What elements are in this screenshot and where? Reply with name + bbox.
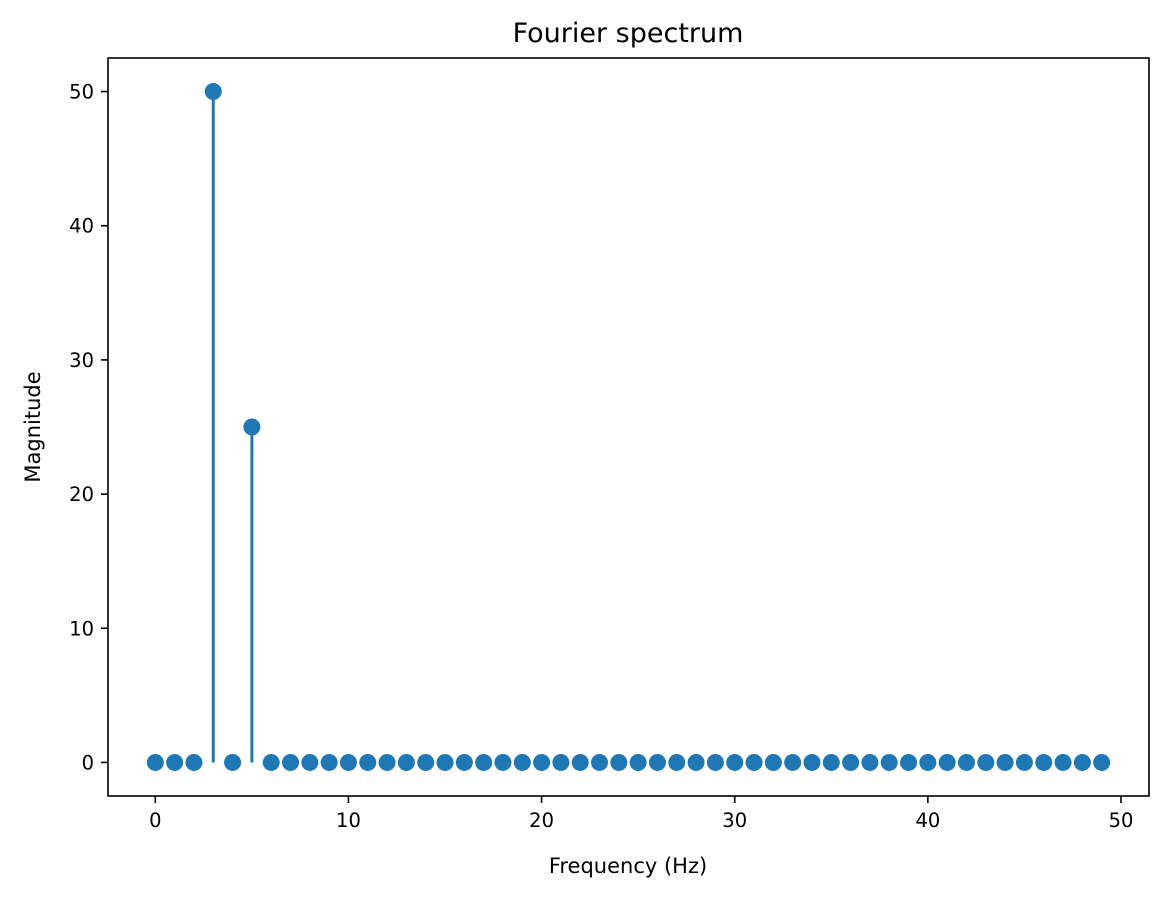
stem-marker bbox=[513, 753, 531, 771]
stem-marker bbox=[977, 753, 995, 771]
stem-marker bbox=[282, 753, 300, 771]
stem-marker bbox=[146, 753, 164, 771]
x-axis-ticks: 0 10 20 30 40 50 bbox=[149, 796, 1133, 832]
stem-marker bbox=[745, 753, 763, 771]
stem-marker bbox=[1073, 753, 1091, 771]
stem-marker bbox=[726, 753, 744, 771]
stem-marker bbox=[185, 753, 203, 771]
stem-marker bbox=[957, 753, 975, 771]
axes-frame bbox=[107, 57, 1150, 797]
stem-marker bbox=[436, 753, 454, 771]
stem-marker bbox=[610, 753, 628, 771]
stem-marker bbox=[552, 753, 570, 771]
stem-marker bbox=[204, 83, 222, 101]
plot-area bbox=[146, 83, 1111, 771]
y-tick-label: 10 bbox=[69, 617, 94, 640]
stem-marker bbox=[1035, 753, 1053, 771]
y-tick-label: 0 bbox=[82, 751, 94, 774]
stem-marker bbox=[320, 753, 338, 771]
stem-marker bbox=[648, 753, 666, 771]
stem-marker bbox=[996, 753, 1014, 771]
stem-marker bbox=[1093, 753, 1111, 771]
stem-marker bbox=[475, 753, 493, 771]
stem-marker bbox=[417, 753, 435, 771]
stem-marker bbox=[822, 753, 840, 771]
stem-marker bbox=[687, 753, 705, 771]
stem-marker bbox=[668, 753, 686, 771]
stem-marker bbox=[397, 753, 415, 771]
stem-marker bbox=[166, 753, 184, 771]
x-tick-label: 10 bbox=[336, 809, 361, 832]
stem-marker bbox=[784, 753, 802, 771]
stem-marker bbox=[571, 753, 589, 771]
y-tick-label: 30 bbox=[69, 349, 94, 372]
x-tick-label: 50 bbox=[1109, 809, 1134, 832]
stem-marker bbox=[629, 753, 647, 771]
stem-marker bbox=[842, 753, 860, 771]
chart-title: Fourier spectrum bbox=[513, 18, 744, 49]
y-axis-label: Magnitude bbox=[21, 371, 45, 482]
y-tick-label: 20 bbox=[69, 483, 94, 506]
y-tick-label: 40 bbox=[69, 215, 94, 238]
stem-marker bbox=[243, 418, 261, 436]
stem-marker bbox=[861, 753, 879, 771]
stem-marker bbox=[1015, 753, 1033, 771]
stem-marker bbox=[938, 753, 956, 771]
stem-marker bbox=[359, 753, 377, 771]
x-axis-label: Frequency (Hz) bbox=[549, 854, 707, 878]
stem-marker bbox=[262, 753, 280, 771]
stem-marker bbox=[224, 753, 242, 771]
stem-marker bbox=[301, 753, 319, 771]
stem-marker bbox=[494, 753, 512, 771]
stem-marker bbox=[764, 753, 782, 771]
x-tick-label: 40 bbox=[915, 809, 940, 832]
y-axis-ticks: 0 10 20 30 40 50 bbox=[69, 81, 108, 774]
y-tick-label: 50 bbox=[69, 81, 94, 104]
x-tick-label: 30 bbox=[722, 809, 747, 832]
x-tick-label: 20 bbox=[529, 809, 554, 832]
stem-marker bbox=[339, 753, 357, 771]
stem-marker bbox=[455, 753, 473, 771]
stem-marker bbox=[706, 753, 724, 771]
stem-marker bbox=[919, 753, 937, 771]
stem-marker bbox=[900, 753, 918, 771]
stem-marker bbox=[533, 753, 551, 771]
stem-marker bbox=[880, 753, 898, 771]
x-tick-label: 0 bbox=[149, 809, 161, 832]
stem-marker bbox=[803, 753, 821, 771]
stem-marker bbox=[591, 753, 609, 771]
stem-marker bbox=[378, 753, 396, 771]
stem-marker bbox=[1054, 753, 1072, 771]
